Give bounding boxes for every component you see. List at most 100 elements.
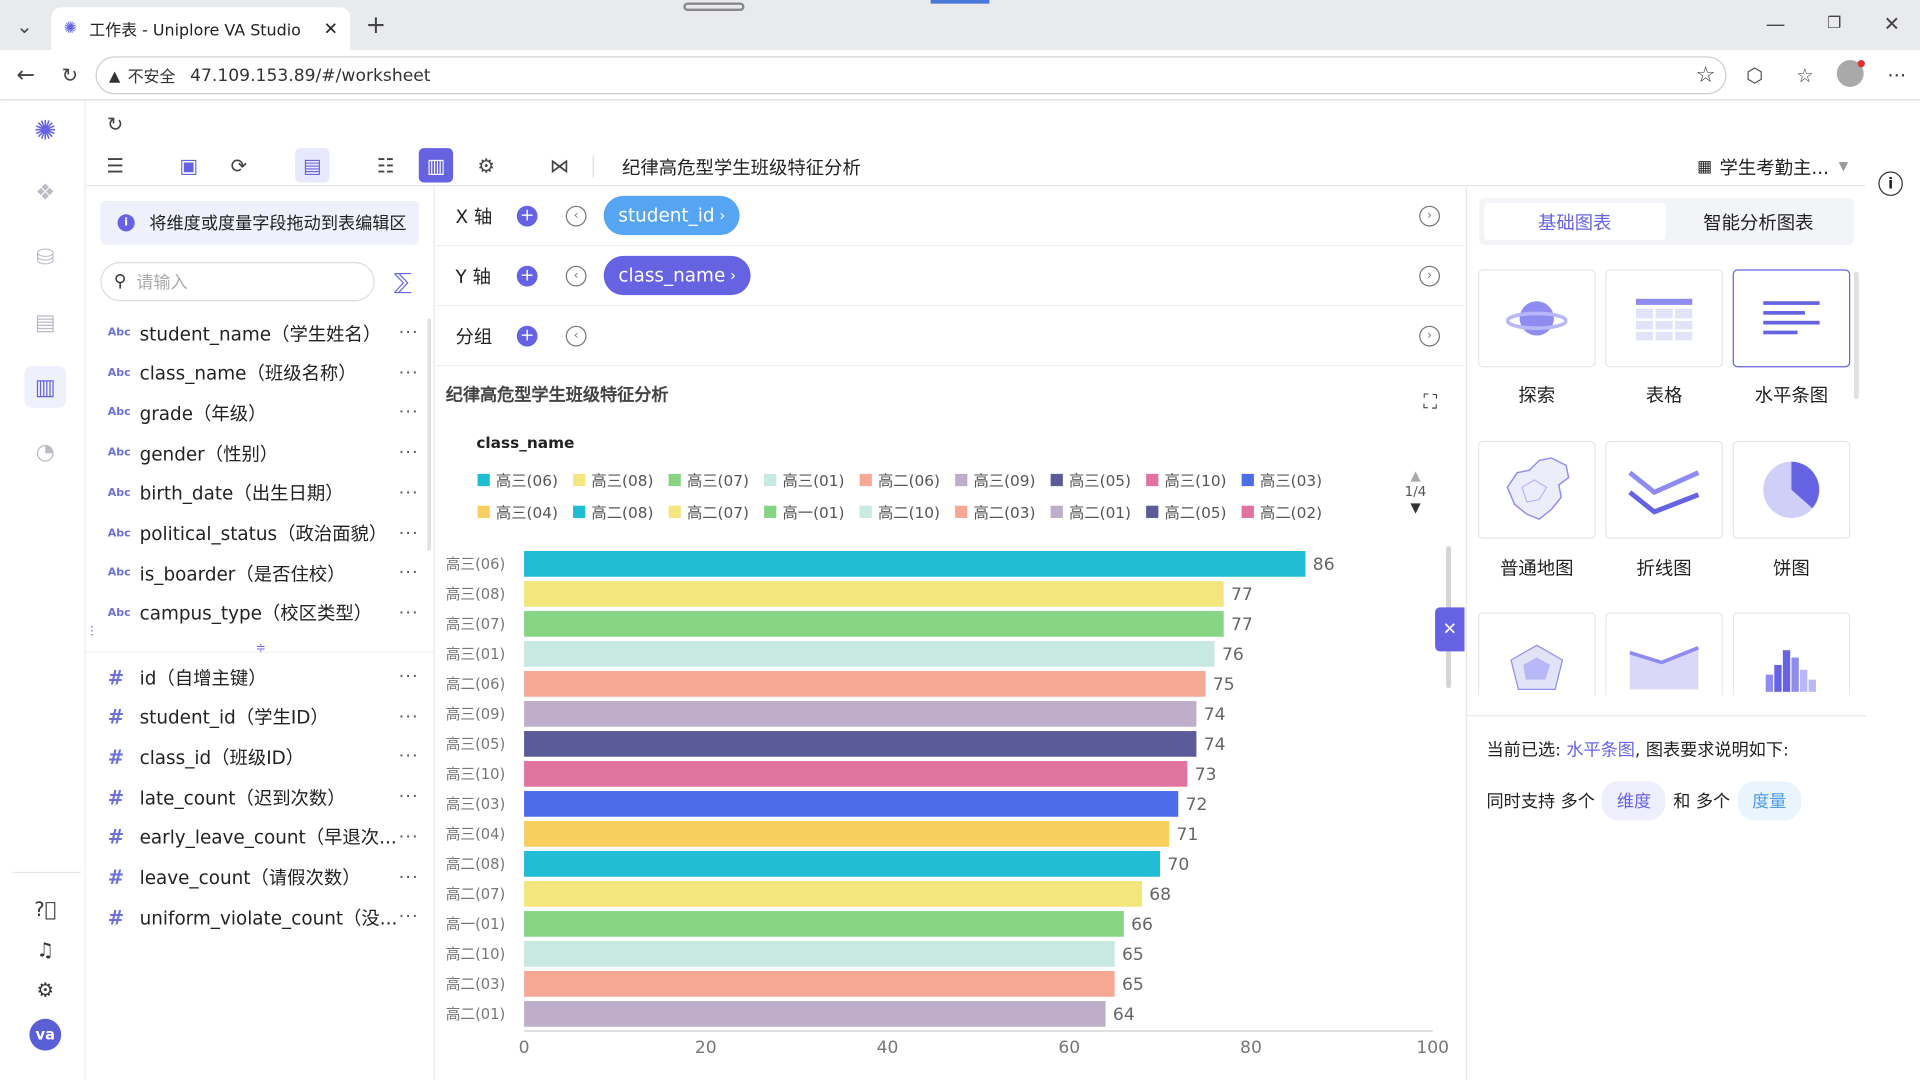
bar[interactable] <box>524 611 1224 637</box>
bar[interactable] <box>524 1001 1106 1027</box>
restore-icon[interactable]: ❐ <box>1827 14 1842 33</box>
tab-smart[interactable]: 智能分析图表 <box>1703 211 1814 234</box>
favorites-icon[interactable]: ☆ <box>1796 63 1814 87</box>
collapse-handle-icon[interactable]: ⋮ <box>85 624 98 638</box>
add-y-field-icon[interactable]: + <box>516 265 538 287</box>
datasource-selector[interactable]: ▦ 学生考勤主... ▼ <box>1697 154 1848 180</box>
type-histogram[interactable] <box>1732 612 1851 696</box>
field-more-icon[interactable]: ··· <box>398 707 419 727</box>
back-icon[interactable]: ← <box>16 61 35 88</box>
fullscreen-icon[interactable]: ⛶ <box>1423 389 1438 413</box>
field-item[interactable]: # late_count（迟到次数） ··· <box>108 779 424 816</box>
search-input[interactable]: 请输入 <box>136 273 188 293</box>
bell-icon[interactable]: ♫ <box>36 937 55 961</box>
legend-item[interactable]: 高三(05) <box>1050 468 1131 491</box>
bar[interactable] <box>524 641 1215 667</box>
help-icon[interactable]: ?⃝ <box>34 896 57 921</box>
filter-settings-icon[interactable]: ☷ <box>376 153 395 177</box>
field-item[interactable]: # class_id（班级ID） ··· <box>108 739 424 776</box>
splitter-handle-icon[interactable]: ≑ <box>255 641 266 656</box>
type-area[interactable] <box>1605 612 1723 696</box>
legend-item[interactable]: 高三(03) <box>1241 468 1322 491</box>
legend-item[interactable]: 高二(07) <box>668 500 749 523</box>
legend-item[interactable]: 高三(04) <box>477 500 558 523</box>
field-item[interactable]: # id（自增主键） ··· <box>108 659 424 696</box>
legend-item[interactable]: 高二(01) <box>1050 500 1131 523</box>
chart-view-icon[interactable]: ▥ <box>418 148 454 183</box>
field-item[interactable]: Abc student_name（学生姓名） ··· <box>108 315 424 352</box>
indent-icon[interactable]: ☰ <box>106 153 124 177</box>
bar[interactable] <box>524 941 1115 967</box>
field-more-icon[interactable]: ··· <box>398 907 419 928</box>
legend-item[interactable]: 高三(10) <box>1146 468 1227 491</box>
extensions-icon[interactable]: ⬡ <box>1746 63 1764 87</box>
bar[interactable] <box>524 911 1124 937</box>
field-item[interactable]: Abc is_boarder（是否住校） ··· <box>108 555 424 592</box>
field-more-icon[interactable]: ··· <box>398 787 419 808</box>
dashboard-icon[interactable]: ▤ <box>34 309 56 335</box>
bar[interactable] <box>524 671 1206 697</box>
y-sort-icon[interactable]: ‹ <box>565 265 587 287</box>
legend-down-icon[interactable]: ▼ <box>1410 499 1421 516</box>
field-item[interactable]: # early_leave_count（早退次... ··· <box>108 819 424 856</box>
type-radar[interactable] <box>1477 612 1596 696</box>
field-more-icon[interactable]: ··· <box>398 523 419 544</box>
field-more-icon[interactable]: ··· <box>398 363 419 383</box>
bar[interactable] <box>524 761 1188 787</box>
legend-item[interactable]: 高三(01) <box>764 468 845 491</box>
field-item[interactable]: Abc birth_date（出生日期） ··· <box>108 475 424 512</box>
legend-item[interactable]: 高三(09) <box>955 468 1036 491</box>
app-logo-icon[interactable]: ✺ <box>34 115 57 147</box>
legend-item[interactable]: 高二(02) <box>1241 500 1322 523</box>
field-more-icon[interactable]: ··· <box>398 603 419 624</box>
field-more-icon[interactable]: ··· <box>398 867 419 888</box>
bar[interactable] <box>524 821 1170 847</box>
group-expand-icon[interactable]: › <box>1419 325 1441 347</box>
gear-icon[interactable]: ⚙ <box>477 153 495 177</box>
tab-basic[interactable]: 基础图表 <box>1484 203 1666 241</box>
legend-item[interactable]: 高二(05) <box>1146 500 1227 523</box>
type-explore[interactable] <box>1477 269 1596 368</box>
calc-field-icon[interactable]: ⅀ <box>393 269 412 296</box>
legend-item[interactable]: 高二(10) <box>859 500 940 523</box>
x-expand-icon[interactable]: › <box>1419 205 1441 227</box>
scrollbar[interactable] <box>427 318 432 552</box>
bar[interactable] <box>524 701 1197 727</box>
field-item[interactable]: Abc class_name（班级名称） ··· <box>108 355 424 392</box>
add-x-field-icon[interactable]: + <box>516 205 538 227</box>
reload-icon[interactable]: ↻ <box>61 63 79 87</box>
field-item[interactable]: # leave_count（请假次数） ··· <box>108 859 424 896</box>
close-tab-icon[interactable]: ✕ <box>323 18 338 39</box>
x-field-pill[interactable]: student_id › <box>603 195 741 236</box>
star-icon[interactable]: ☆ <box>1695 62 1716 89</box>
bar[interactable] <box>524 971 1115 997</box>
field-more-icon[interactable]: ··· <box>398 403 419 423</box>
bar[interactable] <box>524 581 1224 607</box>
refresh-icon[interactable]: ↻ <box>106 112 124 136</box>
type-line[interactable] <box>1605 440 1723 539</box>
avatar[interactable]: va <box>29 1018 62 1051</box>
types-scrollbar[interactable] <box>1853 271 1859 400</box>
bar[interactable] <box>524 551 1306 577</box>
field-item[interactable]: Abc political_status（政治面貌） ··· <box>108 515 424 552</box>
field-search[interactable]: ⚲ 请输入 <box>100 262 375 302</box>
field-more-icon[interactable]: ··· <box>398 747 419 768</box>
field-more-icon[interactable]: ··· <box>398 667 419 687</box>
gauge-icon[interactable]: ◔ <box>35 438 55 465</box>
field-more-icon[interactable]: ··· <box>398 323 419 343</box>
table-view-icon[interactable]: ▤ <box>295 148 330 183</box>
field-item[interactable]: Abc grade（年级） ··· <box>108 395 424 432</box>
field-item[interactable]: Abc campus_type（校区类型） ··· <box>108 595 424 632</box>
sync-icon[interactable]: ⟳ <box>230 153 247 177</box>
type-table[interactable] <box>1605 269 1723 368</box>
browser-tab[interactable]: ✺ 工作表 - Uniplore VA Studio ✕ <box>51 7 351 51</box>
settings-icon[interactable]: ⚙ <box>36 977 55 1002</box>
bar[interactable] <box>524 881 1142 907</box>
bar[interactable] <box>524 731 1197 757</box>
bar[interactable] <box>524 791 1179 817</box>
url-field[interactable]: ▲ 不安全 47.109.153.89/#/worksheet ☆ <box>95 56 1727 95</box>
close-panel-button[interactable]: ✕ <box>1435 607 1465 652</box>
x-sort-icon[interactable]: ‹ <box>565 205 587 227</box>
share-icon[interactable]: ⋈ <box>549 153 570 177</box>
minimize-icon[interactable]: — <box>1765 11 1786 35</box>
